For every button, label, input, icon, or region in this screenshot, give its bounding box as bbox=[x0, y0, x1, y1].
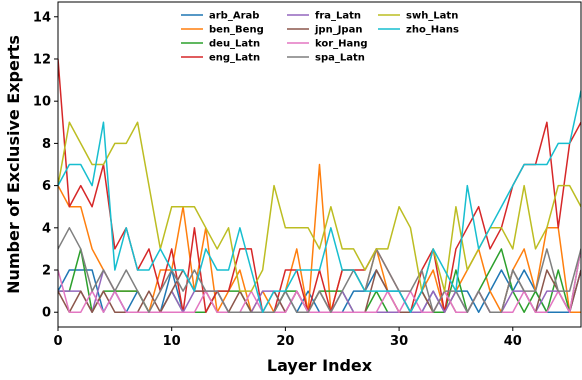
x-tick-label: 40 bbox=[504, 334, 522, 349]
legend-item: ben_Beng bbox=[181, 25, 264, 36]
y-tick-label: 14 bbox=[33, 10, 51, 25]
legend-item: fra_Latn bbox=[287, 11, 361, 22]
legend-item: arb_Arab bbox=[181, 11, 259, 22]
y-axis-title: Number of Exclusive Experts bbox=[4, 35, 23, 294]
series-line-kor-hang bbox=[58, 248, 581, 313]
y-tick-label: 4 bbox=[42, 221, 51, 236]
y-tick-label: 10 bbox=[33, 95, 51, 110]
x-axis: 0 10 20 30 40 bbox=[53, 327, 522, 349]
x-tick-label: 0 bbox=[53, 334, 62, 349]
plot-area bbox=[57, 1, 582, 328]
legend-item: swh_Latn bbox=[378, 11, 458, 22]
legend-label: swh_Latn bbox=[406, 11, 458, 22]
y-tick-label: 8 bbox=[42, 137, 51, 152]
legend-item: zho_Hans bbox=[378, 25, 459, 36]
legend-label: deu_Latn bbox=[209, 39, 260, 50]
series-line-zho-hans bbox=[58, 90, 581, 313]
legend-label: spa_Latn bbox=[315, 53, 365, 64]
legend-label: kor_Hang bbox=[315, 39, 368, 50]
series-line-spa-latn bbox=[58, 227, 581, 313]
y-axis: 0 2 4 6 8 10 12 14 bbox=[33, 10, 58, 321]
legend-item: spa_Latn bbox=[287, 53, 365, 64]
x-axis-title: Layer Index bbox=[267, 356, 373, 375]
legend-label: arb_Arab bbox=[209, 11, 259, 22]
x-tick-label: 10 bbox=[163, 334, 181, 349]
legend-item: eng_Latn bbox=[181, 53, 260, 64]
legend-label: jpn_Jpan bbox=[314, 25, 362, 36]
x-tick-label: 20 bbox=[276, 334, 294, 349]
y-tick-label: 12 bbox=[33, 52, 51, 67]
legend-label: fra_Latn bbox=[315, 11, 361, 22]
y-tick-label: 6 bbox=[42, 179, 51, 194]
legend-item: kor_Hang bbox=[287, 39, 368, 50]
legend-label: zho_Hans bbox=[406, 25, 459, 36]
y-tick-label: 0 bbox=[42, 306, 51, 321]
legend-label: eng_Latn bbox=[209, 53, 260, 64]
plot-frame bbox=[57, 1, 582, 328]
series-line-swh-latn bbox=[58, 121, 581, 292]
legend-label: ben_Beng bbox=[209, 25, 264, 36]
legend: arb_Arab ben_Beng deu_Latn eng_Latn fra_Latn… bbox=[181, 11, 459, 64]
x-tick-label: 30 bbox=[390, 334, 408, 349]
legend-item: deu_Latn bbox=[181, 39, 260, 50]
series-line-deu-latn bbox=[58, 248, 581, 313]
series-line-eng-latn bbox=[58, 58, 581, 313]
series-lines bbox=[58, 58, 581, 313]
y-tick-label: 2 bbox=[42, 264, 51, 279]
legend-item: jpn_Jpan bbox=[287, 25, 362, 36]
